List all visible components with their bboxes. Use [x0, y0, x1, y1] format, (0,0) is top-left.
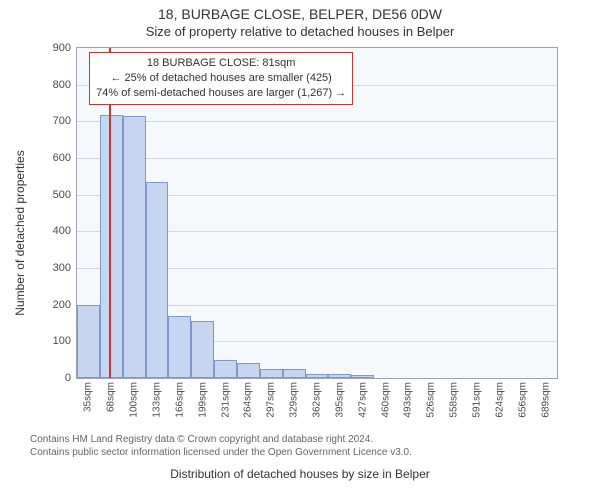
histogram-bar: [77, 305, 100, 378]
x-tick-label: 68sqm: [106, 382, 117, 412]
histogram-bar: [237, 363, 260, 378]
y-tick-label: 600: [53, 152, 71, 164]
callout-line1: 18 BURBAGE CLOSE: 81sqm: [96, 56, 346, 71]
gridline: [77, 121, 557, 122]
histogram-bar: [214, 360, 237, 378]
callout-line2: ← 25% of detached houses are smaller (42…: [96, 71, 346, 86]
histogram-bar: [123, 116, 146, 378]
title-sub: Size of property relative to detached ho…: [0, 24, 600, 39]
y-tick-label: 300: [53, 262, 71, 274]
x-tick-label: 362sqm: [312, 382, 323, 418]
x-tick-label: 526sqm: [426, 382, 437, 418]
reference-callout: 18 BURBAGE CLOSE: 81sqm ← 25% of detache…: [89, 52, 353, 105]
y-tick-label: 100: [53, 335, 71, 347]
histogram-bar: [100, 115, 123, 378]
x-tick-label: 166sqm: [174, 382, 185, 418]
y-tick-label: 0: [65, 372, 71, 384]
x-tick-label: 427sqm: [357, 382, 368, 418]
x-tick-label: 231sqm: [220, 382, 231, 418]
y-tick-label: 800: [53, 79, 71, 91]
title-main: 18, BURBAGE CLOSE, BELPER, DE56 0DW: [0, 6, 600, 22]
histogram-bar: [146, 182, 169, 378]
chart-container: Number of detached properties 18 BURBAGE…: [30, 43, 570, 423]
footer-line1: Contains HM Land Registry data © Crown c…: [30, 433, 570, 446]
histogram-bar: [328, 374, 351, 378]
histogram-bar: [191, 321, 214, 378]
y-tick-label: 200: [53, 299, 71, 311]
x-tick-label: 133sqm: [152, 382, 163, 418]
x-tick-label: 395sqm: [334, 382, 345, 418]
histogram-bar: [306, 374, 329, 378]
x-tick-label: 591sqm: [472, 382, 483, 418]
gridline: [77, 158, 557, 159]
x-tick-label: 264sqm: [243, 382, 254, 418]
y-axis-label: Number of detached properties: [13, 150, 27, 315]
x-tick-label: 689sqm: [540, 382, 551, 418]
callout-line3: 74% of semi-detached houses are larger (…: [96, 86, 346, 101]
x-tick-label: 329sqm: [289, 382, 300, 418]
x-tick-label: 100sqm: [129, 382, 140, 418]
x-tick-label: 558sqm: [449, 382, 460, 418]
y-tick-label: 900: [53, 42, 71, 54]
histogram-bar: [260, 369, 283, 378]
footer: Contains HM Land Registry data © Crown c…: [30, 433, 570, 459]
y-tick-label: 700: [53, 115, 71, 127]
histogram-bar: [351, 375, 374, 378]
x-axis-label: Distribution of detached houses by size …: [30, 467, 570, 481]
histogram-bar: [283, 369, 306, 378]
y-tick-label: 500: [53, 189, 71, 201]
chart-titles: 18, BURBAGE CLOSE, BELPER, DE56 0DW Size…: [0, 6, 600, 39]
x-tick-label: 35sqm: [83, 382, 94, 412]
plot-area: 18 BURBAGE CLOSE: 81sqm ← 25% of detache…: [76, 47, 558, 379]
histogram-bar: [168, 316, 191, 378]
footer-line2: Contains public sector information licen…: [30, 446, 570, 459]
y-tick-label: 400: [53, 225, 71, 237]
x-tick-label: 460sqm: [380, 382, 391, 418]
x-tick-label: 624sqm: [494, 382, 505, 418]
x-tick-label: 493sqm: [403, 382, 414, 418]
x-tick-label: 656sqm: [517, 382, 528, 418]
x-tick-label: 297sqm: [266, 382, 277, 418]
x-tick-label: 199sqm: [197, 382, 208, 418]
